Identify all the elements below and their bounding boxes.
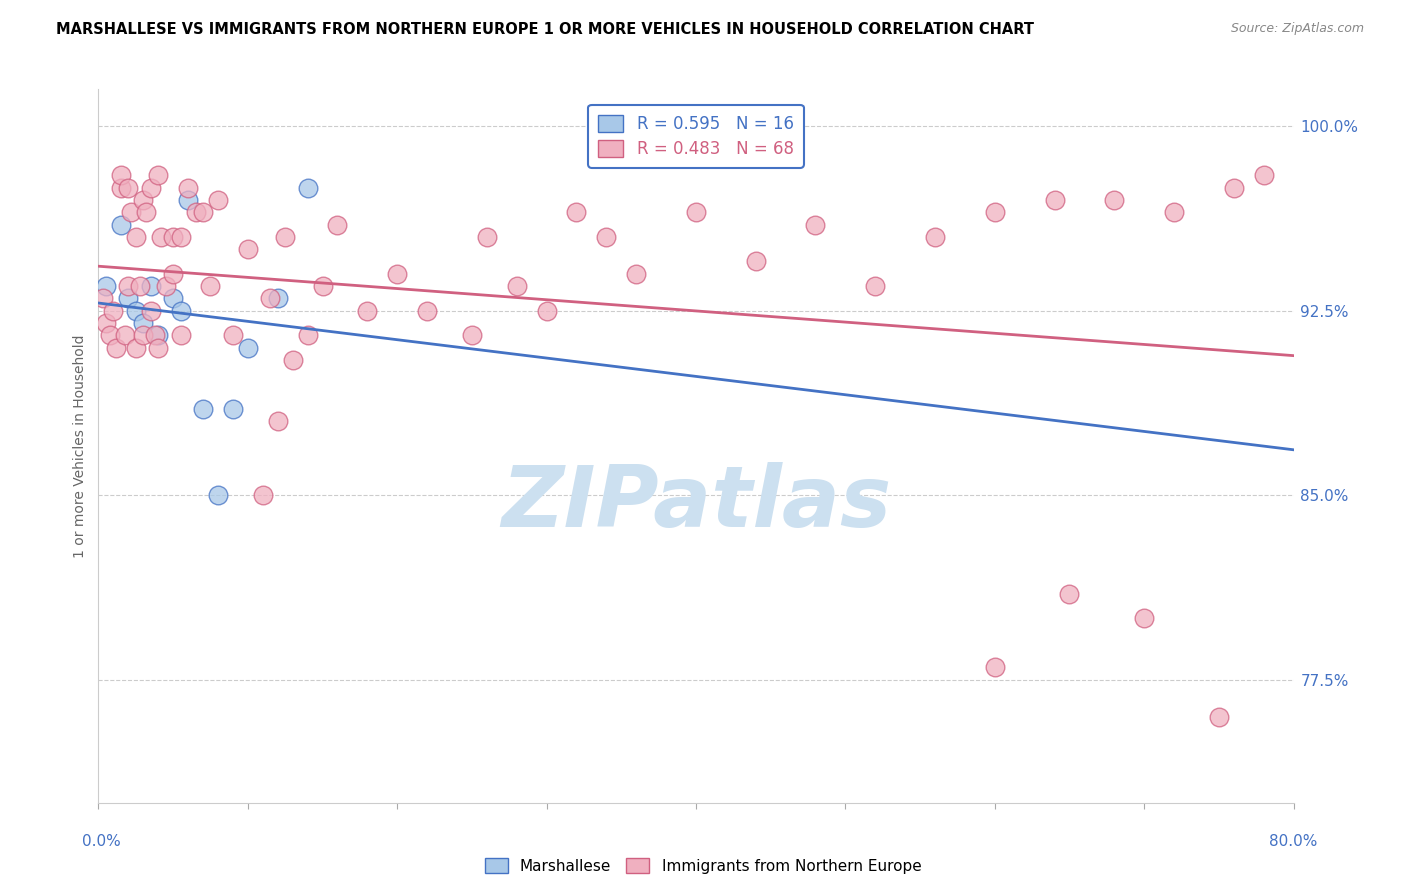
Point [150,230,173,244]
Point [191,402,214,417]
Point [1043,193,1066,207]
Point [94,279,117,293]
Point [416,303,439,318]
Point [565,205,588,219]
Point [177,193,200,207]
Point [236,242,259,256]
Point [924,230,946,244]
Point [191,205,214,219]
Point [117,291,139,305]
Point [1253,169,1275,183]
Point [1059,587,1081,601]
Point [162,267,184,281]
Point [461,328,484,343]
Point [685,205,707,219]
Point [236,341,259,355]
Point [267,414,290,428]
Point [1222,180,1246,194]
Point [804,218,827,232]
Point [259,291,281,305]
Point [745,254,768,268]
Point [110,169,132,183]
Point [274,230,297,244]
Point [110,218,132,232]
Point [155,279,177,293]
Point [536,303,558,318]
Point [169,230,191,244]
Point [139,279,162,293]
Point [385,267,409,281]
Point [1102,193,1125,207]
Point [863,279,887,293]
Legend: Marshallese, Immigrants from Northern Europe: Marshallese, Immigrants from Northern Eu… [478,852,928,880]
Point [984,205,1007,219]
Point [326,218,349,232]
Point [1133,611,1156,625]
Point [132,316,155,330]
Point [984,660,1007,674]
Point [120,205,142,219]
Point [1163,205,1185,219]
Point [184,205,207,219]
Point [267,291,290,305]
Point [281,352,304,367]
Point [626,267,648,281]
Text: MARSHALLESE VS IMMIGRANTS FROM NORTHERN EUROPE 1 OR MORE VEHICLES IN HOUSEHOLD C: MARSHALLESE VS IMMIGRANTS FROM NORTHERN … [56,22,1035,37]
Point [252,488,274,502]
Point [475,230,498,244]
Point [117,180,139,194]
Point [200,279,222,293]
Point [506,279,529,293]
Point [91,291,114,305]
Text: ZIPatlas: ZIPatlas [501,461,891,545]
Point [297,180,319,194]
Point [177,180,200,194]
Point [132,328,155,343]
Point [297,328,319,343]
Point [135,205,157,219]
Point [125,230,148,244]
Point [125,303,148,318]
Point [356,303,378,318]
Point [105,341,128,355]
Point [207,193,229,207]
Point [162,230,184,244]
Text: 80.0%: 80.0% [1270,834,1317,849]
Point [94,316,117,330]
Point [114,328,136,343]
Point [139,303,162,318]
Point [1208,709,1230,723]
Legend: R = 0.595   N = 16, R = 0.483   N = 68: R = 0.595 N = 16, R = 0.483 N = 68 [588,104,804,168]
Point [222,402,245,417]
Point [207,488,229,502]
Point [110,180,132,194]
Point [169,328,191,343]
Point [117,279,139,293]
Point [222,328,245,343]
Point [143,328,166,343]
Point [595,230,617,244]
Point [139,180,162,194]
Point [148,328,170,343]
Point [169,303,191,318]
Point [162,291,184,305]
Point [129,279,152,293]
Point [148,169,170,183]
Text: 0.0%: 0.0% [82,834,121,849]
Point [311,279,333,293]
Y-axis label: 1 or more Vehicles in Household: 1 or more Vehicles in Household [73,334,87,558]
Point [125,341,148,355]
Point [100,328,122,343]
Text: Source: ZipAtlas.com: Source: ZipAtlas.com [1230,22,1364,36]
Point [132,193,155,207]
Point [148,341,170,355]
Point [103,303,125,318]
